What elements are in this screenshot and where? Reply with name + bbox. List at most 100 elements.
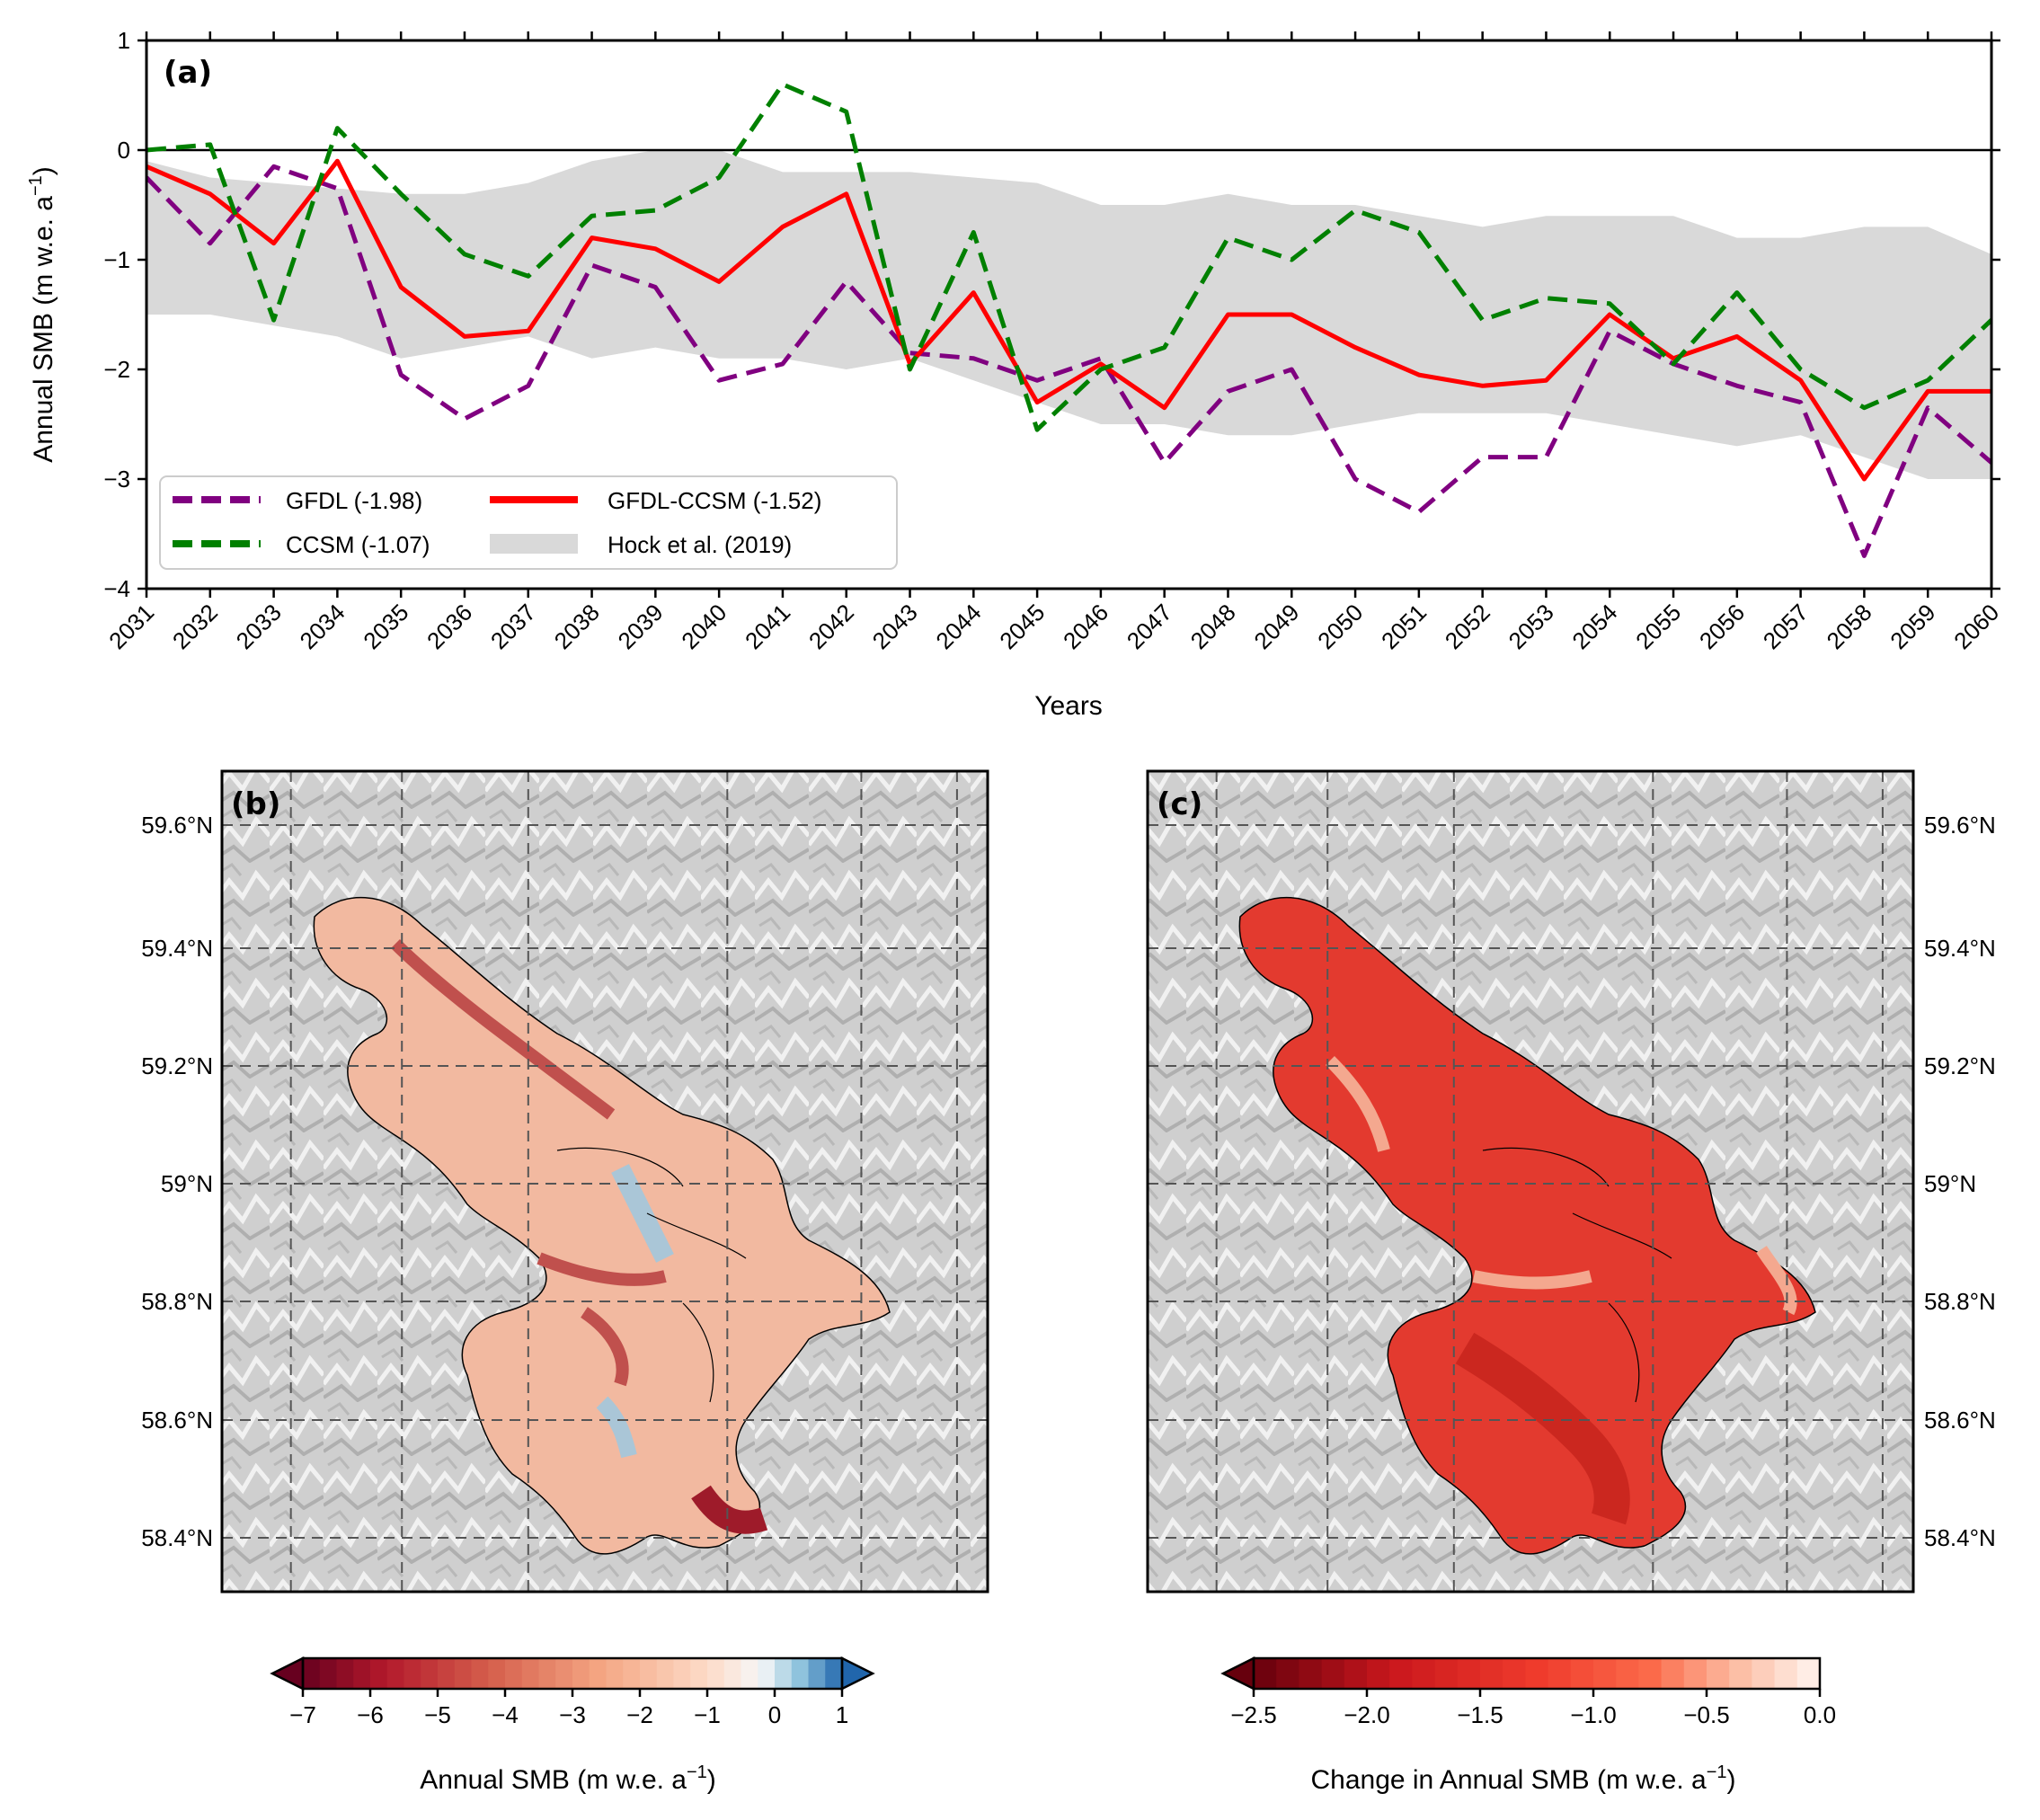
lat-tick-label: 59.6°N [1924, 812, 1996, 839]
colorbar-extend-min [270, 1656, 305, 1691]
colorbar-segment [623, 1658, 641, 1689]
axes-frame-c [1146, 769, 1915, 1594]
colorbar-segment [723, 1658, 742, 1689]
colorbar-tick-label: −3 [559, 1701, 586, 1728]
lat-tick-label: 58.4°N [141, 1524, 213, 1551]
colorbar-segment [370, 1658, 388, 1689]
y-tick-label: 0 [118, 137, 130, 164]
x-axis-label: Years [1034, 691, 1103, 721]
colorbar-segment [1707, 1658, 1730, 1689]
x-tick-label: 2040 [676, 599, 732, 654]
x-tick-label: 2033 [231, 599, 287, 654]
x-tick-label: 2051 [1376, 599, 1432, 654]
colorbar-segment [386, 1658, 405, 1689]
lat-tick-label: 58.6°N [1924, 1407, 1996, 1434]
panel-label-c: (c) [1157, 786, 1202, 822]
x-tick-label: 2035 [358, 599, 413, 654]
colorbar-segment [1638, 1658, 1663, 1689]
accumulation-zone-b2 [596, 1396, 637, 1459]
colorbar-segment [791, 1658, 810, 1689]
lat-tick-label: 59.4°N [141, 935, 213, 962]
legend-label-ccsm: CCSM (-1.07) [286, 531, 430, 558]
glacier-field-c [1238, 896, 1816, 1555]
lat-labels-b: 59.6°N 59.4°N 59.2°N 59°N 58.8°N 58.6°N 58.4°N [141, 812, 213, 1551]
colorbar-segment [303, 1658, 321, 1689]
y-tick-label: −4 [103, 575, 130, 602]
glacier-field-b [313, 896, 891, 1555]
graticule-b [222, 771, 988, 1592]
legend-swatch-hock [490, 534, 578, 554]
x-tick-label: 2043 [867, 599, 923, 654]
colorbar-tick-label: −2.0 [1344, 1701, 1389, 1728]
colorbar-extend-min [1220, 1656, 1255, 1691]
colorbar-segment [775, 1658, 793, 1689]
x-tick-label: 2055 [1630, 599, 1686, 654]
x-tick-label: 2041 [740, 599, 795, 654]
colorbar-segment [1796, 1658, 1821, 1689]
legend-label-gfdl: GFDL (-1.98) [286, 487, 422, 514]
colorbar-segment [808, 1658, 826, 1689]
colorbar-segment [404, 1658, 421, 1689]
lat-tick-label: 58.4°N [1924, 1524, 1996, 1551]
colorbar-label-b: Annual SMB (m w.e. a−1) [420, 1762, 716, 1795]
legend: GFDL (-1.98) CCSM (-1.07) GFDL-CCSM (-1.… [159, 475, 898, 570]
lat-tick-label: 58.8°N [1924, 1288, 1996, 1315]
colorbar-segment [1412, 1658, 1436, 1689]
x-tick-label: 2046 [1058, 599, 1113, 654]
colorbar-segment [319, 1658, 338, 1689]
colorbar-segment [1367, 1658, 1390, 1689]
catchment-lines-b [556, 1147, 747, 1403]
colorbar-segment [1729, 1658, 1752, 1689]
colorbar-segment [421, 1658, 439, 1689]
lat-tick-label: 59.6°N [141, 812, 213, 839]
colorbar-segment [673, 1658, 691, 1689]
x-tick-label: 2059 [1885, 599, 1940, 654]
colorbar-segment [1752, 1658, 1776, 1689]
series-lines [146, 82, 1991, 558]
colorbar-tick-label: −4 [492, 1701, 519, 1728]
axes-frame-a [145, 39, 1993, 590]
lat-tick-label: 59°N [1924, 1170, 1976, 1197]
lat-tick-label: 59°N [161, 1170, 213, 1197]
lat-tick-label: 59.4°N [1924, 935, 1996, 962]
colorbar-frame [1252, 1656, 1822, 1691]
x-tick-label: 2036 [421, 599, 477, 654]
colorbar-segment [1434, 1658, 1459, 1689]
colorbar-segment [1389, 1658, 1413, 1689]
x-tick-label: 2054 [1566, 599, 1622, 654]
colorbar-segment [1683, 1658, 1707, 1689]
x-tick-label: 2047 [1122, 599, 1177, 654]
x-tick-label: 2039 [612, 599, 668, 654]
colorbar-tick-label: 0.0 [1804, 1701, 1836, 1728]
colorbar-tick-label: −5 [424, 1701, 451, 1728]
lat-tick-label: 59.2°N [141, 1052, 213, 1079]
colorbar-tick-label: −2.5 [1230, 1701, 1276, 1728]
colorbar-segment [606, 1658, 624, 1689]
colorbar-segment [1344, 1658, 1368, 1689]
colorbar-segment [825, 1658, 843, 1689]
colorbar-segment [471, 1658, 489, 1689]
colorbar-tick-label: −7 [289, 1701, 316, 1728]
catchment-lines-c [1482, 1147, 1672, 1403]
colorbar-c: −2.5 −2.0 −1.5 −1.0 −0.5 0.0 [1220, 1656, 1836, 1728]
colorbar-extend-max [840, 1656, 875, 1691]
outlet-glacier-b1 [391, 939, 616, 1120]
colorbar-segment [1276, 1658, 1299, 1689]
colorbar-segment [521, 1658, 540, 1689]
colorbar-segment [1480, 1658, 1503, 1689]
series-line-0 [146, 164, 1991, 558]
colorbar-segment [589, 1658, 608, 1689]
colorbar-tick-label: −1.5 [1457, 1701, 1503, 1728]
colorbar-tick-label: 1 [836, 1701, 848, 1728]
lat-labels-c: 59.6°N 59.4°N 59.2°N 59°N 58.8°N 58.6°N 58.4°N [1924, 812, 1996, 1551]
terminus-b [691, 1485, 768, 1534]
y-tick-label: 1 [118, 27, 130, 54]
colorbar-segment [538, 1658, 556, 1689]
colorbar-segment [741, 1658, 758, 1689]
y-tick-label: −3 [103, 466, 130, 493]
colorbar-segment [1593, 1658, 1617, 1689]
strong-loss-zone-c [1455, 1332, 1630, 1525]
colorbar-segment [454, 1658, 473, 1689]
x-tick-label: 2045 [994, 599, 1050, 654]
y-tick-label: −1 [103, 246, 130, 273]
